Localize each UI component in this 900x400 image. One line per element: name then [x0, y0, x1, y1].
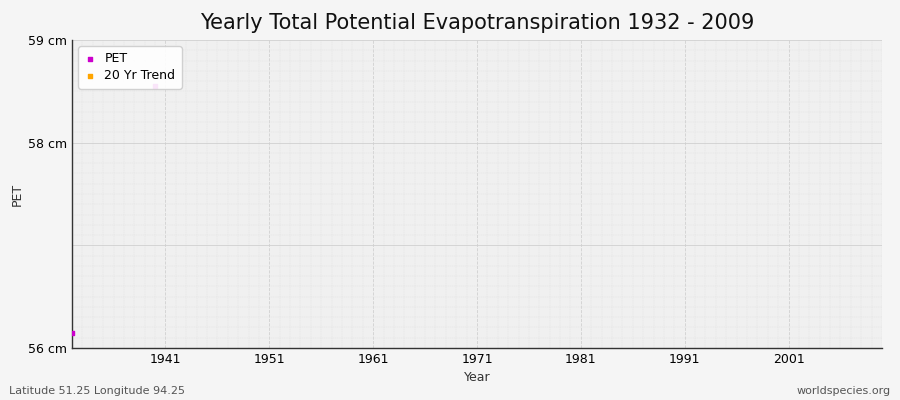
Text: Latitude 51.25 Longitude 94.25: Latitude 51.25 Longitude 94.25: [9, 386, 185, 396]
Legend: PET, 20 Yr Trend: PET, 20 Yr Trend: [78, 46, 182, 88]
Text: worldspecies.org: worldspecies.org: [796, 386, 891, 396]
PET: [65, 330, 79, 336]
PET: [148, 83, 162, 90]
X-axis label: Year: Year: [464, 372, 490, 384]
Y-axis label: PET: PET: [11, 182, 23, 206]
Title: Yearly Total Potential Evapotranspiration 1932 - 2009: Yearly Total Potential Evapotranspiratio…: [200, 13, 754, 33]
